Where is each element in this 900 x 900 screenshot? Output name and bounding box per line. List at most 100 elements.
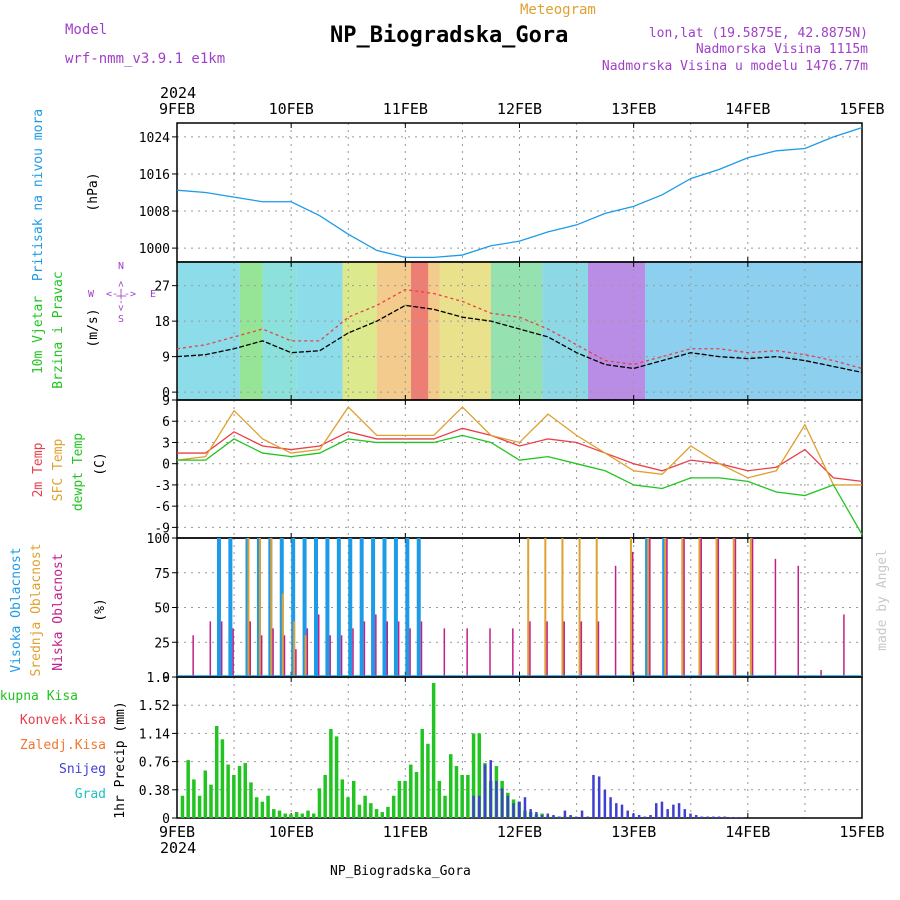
cloud-bar: [382, 538, 387, 677]
snow-bar: [637, 815, 641, 818]
compass-w: W: [88, 289, 95, 300]
time-label-bottom: 10FEB: [269, 823, 314, 841]
cloud-bar: [698, 538, 701, 677]
wind-panel: 0 9 18 27: [154, 261, 863, 401]
precip-legend: Ukupna Kisa Konvek.Kisa Zaledj.Kisa Snij…: [0, 689, 106, 802]
wind-series-line: [176, 288, 863, 370]
legend-hail: Grad: [75, 787, 106, 802]
snow-bar: [575, 816, 578, 818]
y-tick-label: 1.14: [139, 727, 170, 742]
cloud-bar: [302, 538, 307, 677]
wind-barb-field: [411, 262, 429, 400]
temp-label-2: SFC Temp: [51, 439, 66, 502]
y-tick-label: 75: [154, 567, 170, 582]
cloud-bar: [283, 635, 286, 677]
snow-bar: [632, 813, 635, 818]
model-label: Model: [65, 22, 107, 38]
legend-total-rain: Ukupna Kisa: [0, 689, 78, 704]
cloud-bar: [734, 538, 737, 677]
precip-bar: [426, 743, 430, 818]
snow-bar: [620, 804, 624, 818]
cloud-bar: [797, 565, 799, 677]
time-label-top: 13FEB: [611, 100, 656, 118]
y-tick-label: 9: [162, 351, 170, 366]
precip-bar: [346, 797, 350, 818]
precip-bar: [237, 766, 242, 818]
precip-bar: [294, 812, 299, 818]
precip-bar: [214, 725, 219, 818]
precip-bar: [209, 784, 213, 818]
time-label-bottom: 12FEB: [497, 823, 542, 841]
time-label-bottom: 14FEB: [725, 823, 770, 841]
snow-bar: [717, 816, 721, 818]
snow-bar: [472, 795, 475, 818]
precip-bar: [192, 779, 196, 818]
y-tick-label: 1008: [139, 205, 170, 220]
cloud-label-2: Srednja Oblacnost: [29, 543, 44, 676]
cloud-bar: [375, 614, 377, 677]
wind-barb-field: [439, 262, 491, 400]
cloud-bar: [291, 538, 296, 677]
cloud-bar: [348, 538, 353, 677]
snow-bar: [592, 774, 595, 818]
snow-bar: [655, 803, 658, 818]
y-tick-label: 3: [162, 436, 170, 451]
snow-bar: [603, 789, 607, 818]
wind-barb-field: [262, 262, 297, 400]
cloud-bar: [329, 635, 331, 677]
cloud-bar: [293, 621, 296, 677]
cloud-bar: [192, 635, 194, 677]
y-tick-label: 0: [162, 458, 170, 473]
y-tick-label: 9: [162, 394, 170, 409]
snow-bar: [478, 795, 481, 818]
temp-label-1: 2m Temp: [31, 442, 46, 497]
precip-bar: [329, 728, 333, 818]
precip-bar: [203, 770, 208, 818]
time-label-bottom: 15FEB: [839, 823, 884, 841]
cloud-bar: [340, 635, 343, 677]
wind-barb-field: [342, 262, 377, 400]
cloud-bar: [561, 538, 564, 677]
y-tick-label: 6: [162, 415, 170, 430]
legend-frz-rain: Zaledj.Kisa: [20, 738, 106, 753]
time-label-bottom: 9FEB: [159, 823, 195, 841]
wind-compass: N S W E <-|-> <-|->: [88, 261, 156, 325]
wind-series-line: [176, 304, 863, 374]
cloud-bar: [664, 538, 667, 677]
year-label-bottom: 2024: [160, 839, 196, 857]
snow-bar: [740, 817, 744, 818]
precip-bar: [243, 763, 247, 818]
precip-bar: [340, 779, 345, 818]
time-label-bottom: 11FEB: [383, 823, 428, 841]
snow-bar: [712, 816, 715, 818]
cloud-bar: [595, 538, 598, 677]
snow-bar: [569, 815, 572, 818]
snow-bar: [535, 812, 538, 818]
wind-label-2: Brzina i Pravac: [51, 271, 66, 388]
snow-bar: [723, 816, 726, 818]
cloud-bar: [352, 628, 354, 677]
snow-bar: [518, 801, 521, 818]
snow-bar: [552, 815, 555, 818]
cloud-bar: [820, 670, 822, 677]
time-label-top: 11FEB: [383, 100, 428, 118]
precip-bar: [466, 774, 470, 818]
cloud-bar: [443, 628, 446, 677]
y-tick-label: 0: [162, 812, 170, 827]
temp-series-line: [177, 434, 863, 535]
y-tick-label: -3: [154, 479, 170, 494]
lonlat-text: lon,lat (19.5875E, 42.8875N): [649, 26, 868, 41]
y-tick-label: 25: [154, 636, 170, 651]
precip-bar: [249, 782, 253, 818]
cloud-bar: [683, 538, 685, 677]
snow-bar: [495, 780, 498, 818]
y-tick-label: 1000: [139, 242, 170, 257]
time-label-top: 12FEB: [497, 100, 542, 118]
precip-unit: 1hr Precip (mm): [113, 701, 128, 818]
y-tick-label: 18: [154, 315, 170, 330]
precip-bar: [403, 780, 407, 818]
time-label-bottom: 13FEB: [611, 823, 656, 841]
precip-bar: [260, 801, 265, 818]
cloud-bar: [563, 621, 565, 677]
wind-barb-field: [588, 262, 646, 400]
